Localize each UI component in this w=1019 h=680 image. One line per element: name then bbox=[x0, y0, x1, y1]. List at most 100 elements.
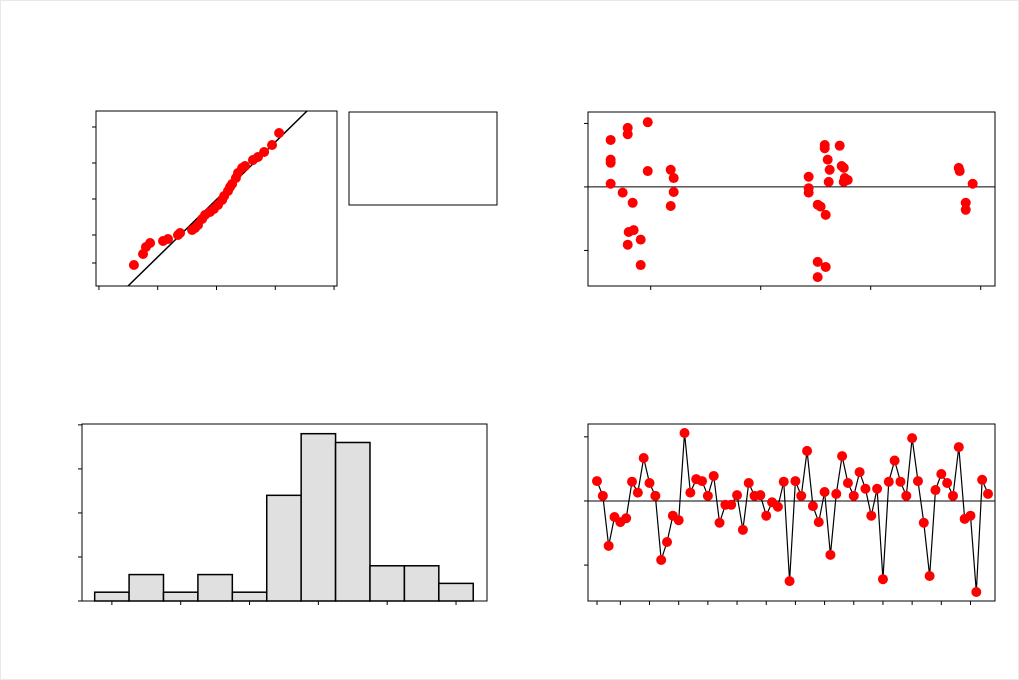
point bbox=[820, 209, 831, 220]
point bbox=[936, 469, 947, 480]
point bbox=[621, 513, 632, 524]
point bbox=[697, 476, 708, 487]
point bbox=[627, 197, 638, 208]
point bbox=[737, 524, 748, 535]
plot-frame bbox=[587, 111, 996, 287]
point bbox=[834, 140, 845, 151]
point bbox=[796, 490, 807, 501]
point bbox=[803, 171, 814, 182]
point bbox=[605, 178, 616, 189]
point bbox=[822, 154, 833, 165]
point bbox=[638, 452, 649, 463]
point bbox=[930, 485, 941, 496]
histogram-bar bbox=[265, 494, 302, 602]
histogram-bar bbox=[300, 432, 337, 602]
point bbox=[960, 197, 971, 208]
point bbox=[831, 488, 842, 499]
point bbox=[743, 478, 754, 488]
point bbox=[145, 238, 156, 248]
point bbox=[842, 478, 853, 488]
point bbox=[824, 164, 835, 175]
point bbox=[918, 517, 929, 528]
point bbox=[820, 261, 831, 272]
point bbox=[665, 200, 676, 211]
point bbox=[603, 540, 614, 551]
point bbox=[807, 501, 818, 512]
point bbox=[812, 256, 823, 267]
point bbox=[901, 490, 912, 501]
histogram-bar bbox=[369, 565, 406, 602]
point bbox=[128, 260, 139, 270]
point bbox=[732, 490, 743, 501]
histogram-bar bbox=[93, 591, 130, 602]
point bbox=[650, 490, 661, 501]
point bbox=[617, 187, 628, 198]
point bbox=[819, 486, 830, 497]
point bbox=[854, 467, 865, 478]
point bbox=[954, 166, 965, 177]
point bbox=[635, 234, 646, 245]
point bbox=[632, 487, 643, 498]
point bbox=[790, 476, 801, 487]
point bbox=[605, 157, 616, 168]
point bbox=[838, 162, 849, 173]
point bbox=[883, 476, 894, 487]
point bbox=[977, 474, 988, 485]
point bbox=[714, 517, 725, 528]
point bbox=[872, 483, 883, 494]
point bbox=[591, 476, 602, 487]
histogram-bar bbox=[438, 582, 474, 602]
point bbox=[842, 174, 853, 185]
point bbox=[803, 187, 814, 198]
point bbox=[656, 554, 667, 565]
point bbox=[761, 510, 772, 521]
point bbox=[622, 129, 633, 140]
point bbox=[907, 433, 918, 444]
point bbox=[848, 490, 859, 501]
point bbox=[726, 499, 737, 510]
point bbox=[819, 143, 830, 154]
histogram-bar bbox=[162, 591, 199, 602]
point bbox=[982, 488, 993, 499]
point bbox=[825, 549, 836, 560]
point bbox=[971, 587, 982, 598]
point bbox=[644, 478, 655, 488]
point bbox=[708, 470, 719, 481]
point bbox=[912, 476, 923, 487]
histogram-bar bbox=[231, 591, 268, 602]
point bbox=[967, 178, 978, 189]
point bbox=[947, 490, 958, 501]
point bbox=[679, 427, 690, 438]
plot-frame bbox=[587, 423, 996, 602]
point bbox=[274, 128, 285, 138]
point bbox=[702, 490, 713, 501]
point bbox=[889, 455, 900, 466]
point bbox=[668, 187, 679, 198]
point bbox=[953, 442, 964, 453]
point bbox=[965, 510, 976, 521]
legend-box bbox=[348, 111, 498, 206]
point bbox=[163, 234, 174, 244]
point bbox=[628, 225, 639, 236]
point bbox=[642, 166, 653, 177]
point bbox=[866, 510, 877, 521]
point bbox=[860, 483, 871, 494]
point bbox=[685, 487, 696, 498]
point bbox=[627, 476, 638, 487]
point bbox=[259, 147, 270, 157]
histogram-bar bbox=[403, 565, 440, 602]
point bbox=[784, 576, 795, 587]
point bbox=[942, 478, 953, 488]
histogram-bar bbox=[197, 573, 234, 602]
point bbox=[815, 201, 826, 212]
point bbox=[924, 570, 935, 581]
point bbox=[622, 239, 633, 250]
point bbox=[960, 204, 971, 215]
point bbox=[823, 176, 834, 187]
point bbox=[837, 451, 848, 462]
point bbox=[642, 117, 653, 128]
point bbox=[802, 445, 813, 456]
point bbox=[755, 490, 766, 501]
